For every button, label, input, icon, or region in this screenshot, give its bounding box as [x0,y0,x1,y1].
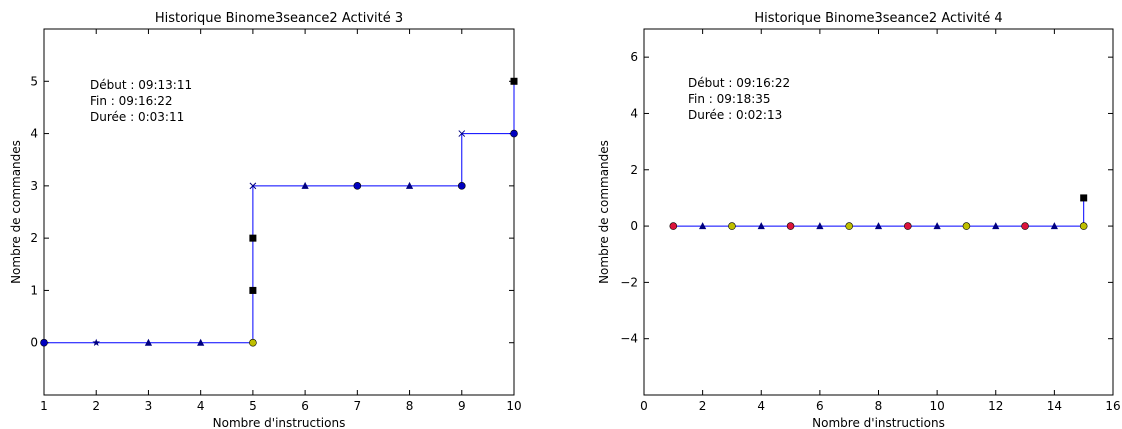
data-point-square [1080,194,1088,202]
chart-title: Historique Binome3seance2 Activité 4 [754,11,1002,26]
data-point-square [249,234,257,242]
data-point-circle [457,182,466,190]
data-point-circle [728,222,736,230]
y-tick-label: 3 [30,179,38,193]
time-annotation-line: Durée : 0:02:13 [688,108,782,122]
x-axis-label: Nombre d'instructions [812,416,945,429]
x-tick-label: 1 [40,399,48,413]
x-tick-label: 14 [1047,399,1062,413]
data-point-circle [510,129,518,138]
data-point-x [249,182,257,190]
y-tick-label: 2 [30,231,38,245]
data-point-circle [786,222,795,230]
x-tick-label: 2 [92,399,100,413]
data-point-triangle [197,338,205,346]
y-tick-label: −2 [620,275,638,289]
data-point-circle [845,222,853,230]
data-point-triangle [933,222,941,230]
y-tick-label: 6 [630,50,638,64]
y-tick-label: −4 [620,332,638,346]
plot-frame [43,28,515,396]
series-line [673,197,1085,227]
x-tick-label: 3 [145,399,153,413]
x-tick-label: 8 [875,399,883,413]
x-tick-label: 16 [1105,399,1120,413]
x-tick-label: 6 [301,399,309,413]
data-point-triangle [874,222,883,230]
x-tick-label: 0 [640,399,648,413]
x-tick-label: 5 [249,399,257,413]
data-point-triangle [992,222,1000,230]
data-point-triangle [1050,222,1058,230]
data-point-circle [904,222,912,230]
y-tick-label: 4 [630,106,638,120]
data-point-triangle [699,222,707,230]
y-tick-label: 4 [30,127,38,141]
data-point-triangle [144,338,153,346]
x-tick-label: 7 [354,399,362,413]
y-tick-label: 0 [630,219,638,233]
data-point-circle [249,338,257,347]
data-point-star [92,338,101,346]
data-point-square [510,77,518,85]
data-point-x [458,130,466,137]
chart-title: Historique Binome3seance2 Activité 3 [155,11,403,26]
x-axis-label: Nombre d'instructions [213,416,346,429]
time-annotation-line: Durée : 0:03:11 [90,110,184,124]
x-tick-label: 12 [988,399,1003,413]
y-tick-label: 2 [630,163,638,177]
data-point-circle [353,182,362,190]
time-annotation-line: Début : 09:16:22 [688,76,790,90]
data-point-circle [40,338,48,347]
x-tick-label: 6 [816,399,824,413]
x-tick-label: 4 [197,399,205,413]
x-tick-label: 10 [506,399,521,413]
data-point-circle [962,222,971,230]
y-tick-label: 5 [30,74,38,88]
y-axis-label: Nombre de commandes [9,140,23,284]
time-annotation-line: Fin : 09:18:35 [688,92,771,106]
data-point-triangle [816,222,824,230]
time-annotation-line: Fin : 09:16:22 [90,94,173,108]
x-tick-label: 9 [458,399,466,413]
y-tick-label: 1 [30,283,38,297]
y-axis-label: Nombre de commandes [597,140,611,284]
data-point-circle [1079,222,1088,230]
chart-2: Historique Binome3seance2 Activité 4 Nomb… [597,11,1121,429]
data-point-triangle [757,222,765,230]
x-tick-label: 8 [406,399,414,413]
data-point-square [249,286,257,294]
data-point-circle [1021,222,1029,230]
x-tick-label: 10 [929,399,944,413]
data-point-triangle [405,181,414,189]
data-point-triangle [301,181,309,189]
chart-1: Historique Binome3seance2 Activité 3 Nomb… [9,11,522,429]
x-tick-label: 2 [699,399,707,413]
y-tick-label: 0 [30,336,38,350]
time-annotation-line: Début : 09:13:11 [90,78,192,92]
x-tick-label: 4 [757,399,765,413]
data-point-circle [669,222,678,230]
